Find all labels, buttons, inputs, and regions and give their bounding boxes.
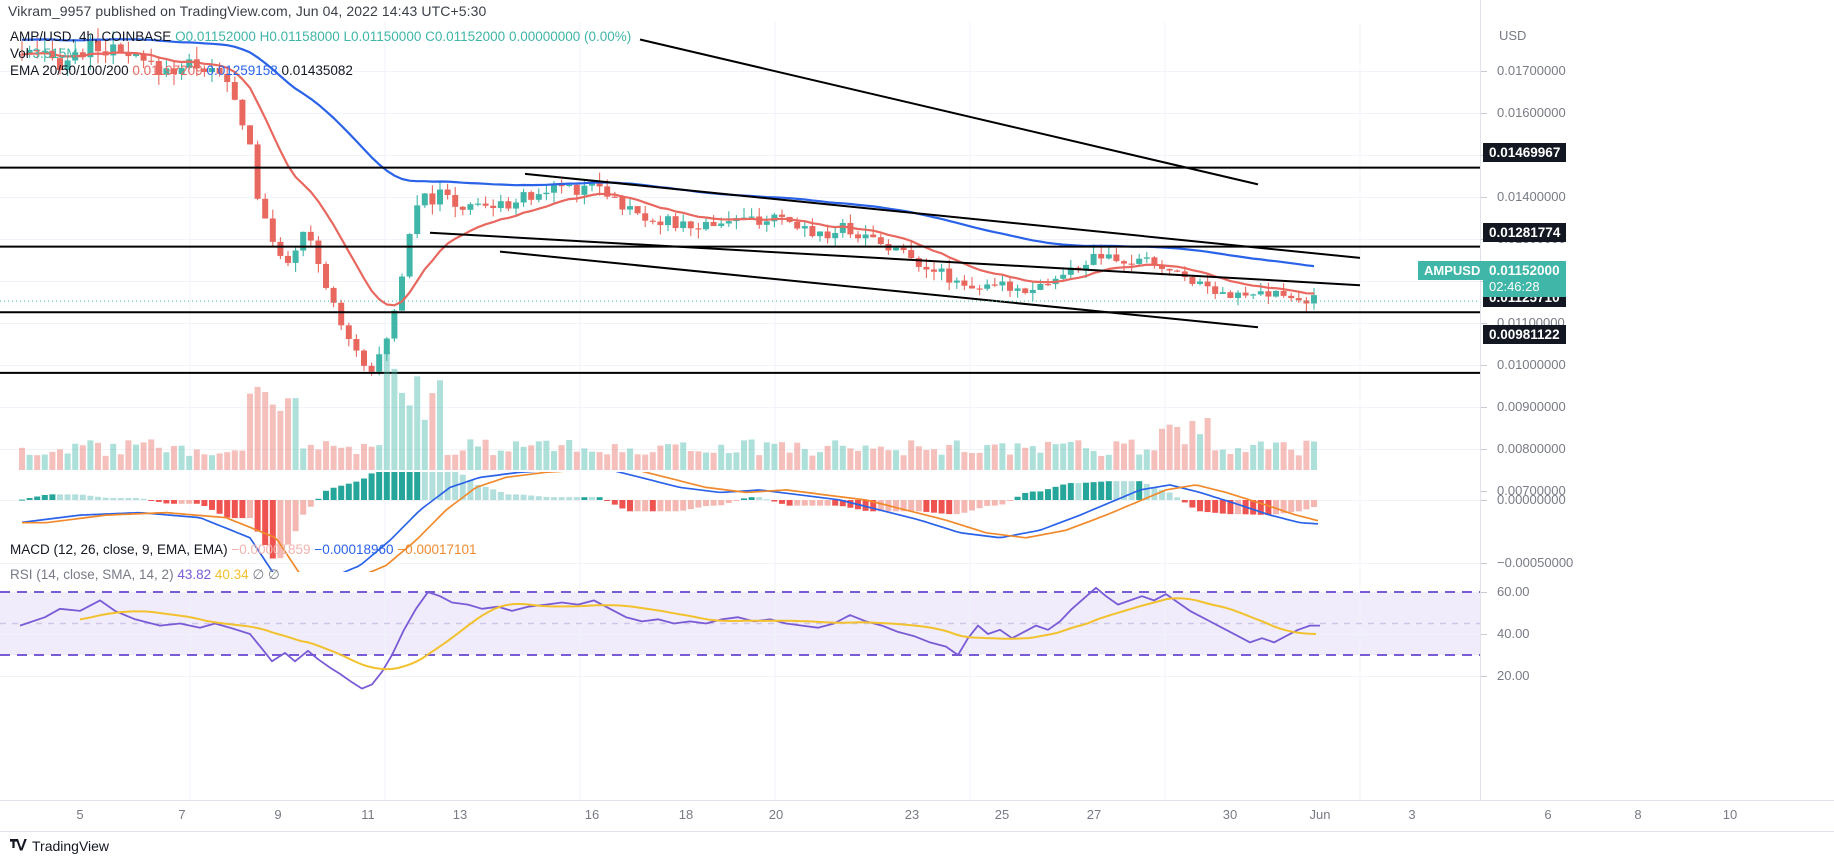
price-legend[interactable]: AMP/USD, 4h, COINBASE O0.01152000 H0.011… bbox=[10, 28, 631, 45]
rsi-legend-title: RSI (14, close, SMA, 14, 2) bbox=[10, 567, 174, 582]
time-axis-label: 9 bbox=[274, 807, 282, 822]
price-legend-change: 0.00000000 (0.00%) bbox=[508, 29, 632, 44]
ema20-value: 0.01197209 bbox=[132, 63, 203, 78]
time-axis-label: 11 bbox=[361, 807, 375, 822]
time-axis-label: 27 bbox=[1086, 807, 1102, 822]
attribution-text: Vikram_9957 published on TradingView.com… bbox=[8, 3, 487, 19]
time-axis-label: 18 bbox=[678, 807, 694, 822]
price-scale-tick-dash bbox=[1481, 500, 1487, 501]
macd-pane-canvas bbox=[0, 472, 1480, 572]
time-axis-label: 13 bbox=[452, 807, 468, 822]
price-legend-symbol: AMP/USD, 4h, COINBASE bbox=[10, 29, 172, 44]
price-scale-tick: 0.01700000 bbox=[1497, 63, 1566, 78]
price-scale-tick: 0.01400000 bbox=[1497, 189, 1566, 204]
price-scale-unit: USD bbox=[1499, 28, 1527, 43]
price-scale-tick: 60.00 bbox=[1497, 584, 1530, 599]
price-scale-tick-dash bbox=[1481, 563, 1487, 564]
price-scale-tick-dash bbox=[1481, 676, 1487, 677]
price-legend-open: O0.01152000 bbox=[175, 29, 256, 44]
tradingview-logo-text: TradingView bbox=[32, 838, 110, 854]
price-scale-tick: 0.00900000 bbox=[1497, 399, 1566, 414]
price-scale-tick: −0.00050000 bbox=[1497, 555, 1574, 570]
price-scale-tick: 0.00700000 bbox=[1497, 483, 1566, 498]
price-scale-tick-dash bbox=[1481, 592, 1487, 593]
bar-countdown: 02:46:28 bbox=[1489, 279, 1540, 294]
price-scale-tick: 0.00000000 bbox=[1497, 492, 1566, 507]
price-scale-tick-dash bbox=[1481, 113, 1487, 114]
price-pane[interactable] bbox=[0, 22, 1480, 472]
rsi-sma-value: 40.34 bbox=[214, 567, 249, 582]
rsi-legend[interactable]: RSI (14, close, SMA, 14, 2) 43.82 40.34 … bbox=[10, 566, 280, 583]
price-scale-tick: 0.01000000 bbox=[1497, 357, 1566, 372]
rsi-upper-value: ∅ bbox=[252, 567, 265, 582]
price-scale-tick: 20.00 bbox=[1497, 668, 1530, 683]
rsi-pane-canvas bbox=[0, 572, 1480, 800]
rsi-lower-value: ∅ bbox=[267, 567, 280, 582]
price-legend-low: L0.01150000 bbox=[343, 29, 422, 44]
price-level-badge: 0.01469967 bbox=[1483, 143, 1567, 162]
macd-signal-value: −0.00017101 bbox=[397, 542, 477, 557]
price-legend-close: C0.01152000 bbox=[425, 29, 506, 44]
volume-legend-value: 3.515M bbox=[32, 46, 78, 61]
price-scale-tick-dash bbox=[1481, 365, 1487, 366]
tradingview-logo[interactable]: TradingView bbox=[10, 838, 109, 854]
price-level-badge: 0.00981122 bbox=[1483, 325, 1566, 344]
live-price-value: 0.01152000 bbox=[1489, 263, 1560, 278]
macd-line-value: −0.00018960 bbox=[314, 542, 394, 557]
live-price-badge[interactable]: 0.01152000 02:46:28 bbox=[1483, 261, 1566, 297]
macd-legend-title: MACD (12, 26, close, 9, EMA, EMA) bbox=[10, 542, 228, 557]
price-scale-tick-dash bbox=[1481, 71, 1487, 72]
footer-bar: TradingView bbox=[0, 831, 1834, 860]
time-axis-label: 23 bbox=[904, 807, 920, 822]
time-axis-label: 3 bbox=[1408, 807, 1416, 822]
rsi-pane[interactable] bbox=[0, 572, 1480, 800]
tradingview-logo-icon bbox=[10, 839, 27, 851]
price-scale-tick: 0.00800000 bbox=[1497, 441, 1566, 456]
time-axis-label: 7 bbox=[178, 807, 186, 822]
price-level-badge: 0.01281774 bbox=[1483, 223, 1567, 242]
time-axis-label: 30 bbox=[1222, 807, 1238, 822]
price-scale-tick-dash bbox=[1481, 634, 1487, 635]
time-axis-label: 8 bbox=[1634, 807, 1642, 822]
time-axis-label: 5 bbox=[76, 807, 84, 822]
symbol-price-tag: AMPUSD bbox=[1418, 261, 1487, 280]
time-axis-label: Jun bbox=[1309, 807, 1331, 822]
time-axis-label: 20 bbox=[768, 807, 784, 822]
price-pane-canvas bbox=[0, 22, 1480, 472]
time-axis[interactable]: 5 7 9 11 13 16 18 20 23 25 27 30 Jun 3 6 8 10 bbox=[0, 800, 1834, 831]
price-scale-tick-dash bbox=[1481, 197, 1487, 198]
price-scale-tick-dash bbox=[1481, 323, 1487, 324]
ema-legend-label: EMA 20/50/100/200 bbox=[10, 63, 129, 78]
time-axis-label: 16 bbox=[584, 807, 600, 822]
time-axis-label: 10 bbox=[1722, 807, 1738, 822]
macd-pane[interactable] bbox=[0, 472, 1480, 572]
price-scale-tick: 40.00 bbox=[1497, 626, 1530, 641]
price-legend-high: H0.01158000 bbox=[259, 29, 340, 44]
time-axis-label: 25 bbox=[994, 807, 1010, 822]
ema50-value: 0.01259158 bbox=[206, 63, 278, 78]
rsi-value: 43.82 bbox=[177, 567, 212, 582]
price-scale-tick-dash bbox=[1481, 491, 1487, 492]
price-scale-tick-dash bbox=[1481, 449, 1487, 450]
price-scale-tick: 0.01600000 bbox=[1497, 105, 1566, 120]
ema100-value: 0.01435082 bbox=[281, 63, 353, 78]
time-axis-label: 6 bbox=[1544, 807, 1552, 822]
volume-legend-label: Vol bbox=[10, 46, 29, 61]
volume-legend[interactable]: Vol 3.515M bbox=[10, 45, 78, 62]
price-scale-tick-dash bbox=[1481, 407, 1487, 408]
macd-legend[interactable]: MACD (12, 26, close, 9, EMA, EMA) −0.000… bbox=[10, 541, 477, 558]
ema-legend[interactable]: EMA 20/50/100/200 0.01197209 0.01259158 … bbox=[10, 62, 353, 79]
macd-hist-value: −0.00001859 bbox=[231, 542, 311, 557]
price-scale[interactable]: USD 0.017000000.016000000.015000000.0140… bbox=[1480, 0, 1834, 800]
